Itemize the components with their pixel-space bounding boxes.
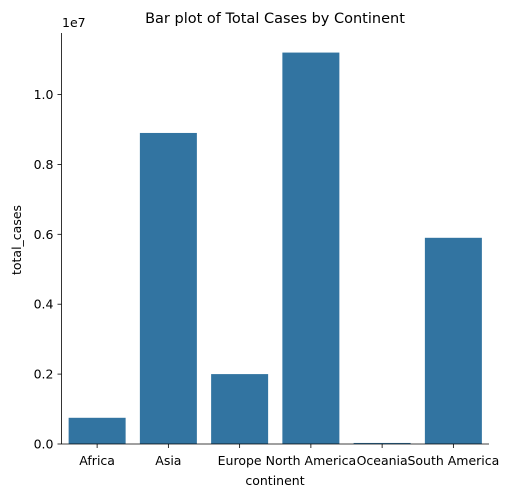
y-axis: 0.0 0.2 0.4 0.6 0.8 1.0	[34, 33, 62, 452]
bar-africa	[68, 417, 126, 444]
chart-title: Bar plot of Total Cases by Continent	[145, 11, 405, 27]
y-tick-label: 0.6	[34, 227, 54, 242]
bar-oceania	[353, 442, 411, 444]
y-tick-label: 0.8	[34, 157, 54, 172]
x-tick-label-oceania: Oceania	[357, 453, 408, 468]
y-tick-label: 0.0	[34, 437, 54, 452]
x-axis: Africa Asia Europe North America Oceania Sout…	[61, 443, 499, 468]
x-tick-label-europe: Europe	[218, 453, 262, 468]
x-axis-label: continent	[245, 473, 304, 488]
y-tick-label: 0.4	[34, 297, 54, 312]
x-tick-label-north-america: North America	[266, 453, 357, 468]
bar-europe	[211, 374, 269, 444]
bar-south-america	[424, 237, 482, 444]
y-axis-offset-text: 1e7	[62, 15, 86, 30]
x-tick-label-africa: Africa	[79, 453, 115, 468]
y-tick-label: 1.0	[34, 87, 54, 102]
bar-asia	[139, 132, 197, 444]
bar-north-america	[282, 52, 340, 444]
y-axis-label: total_cases	[9, 205, 24, 275]
x-tick-label-asia: Asia	[155, 453, 181, 468]
y-tick-label: 0.2	[34, 367, 54, 382]
x-tick-label-south-america: South America	[407, 453, 499, 468]
